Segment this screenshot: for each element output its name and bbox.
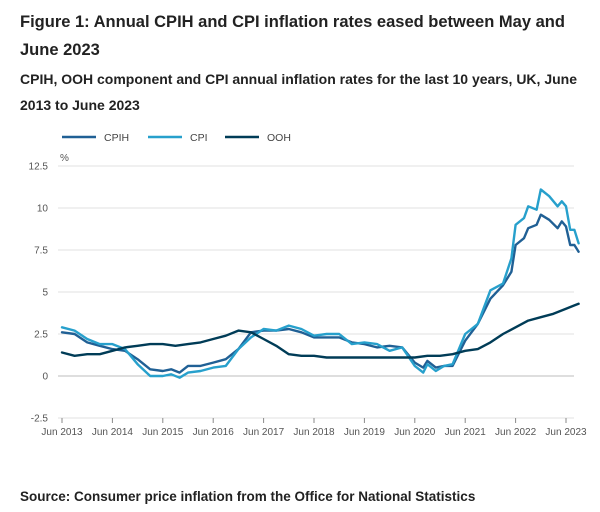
x-tick-label: Jun 2013 xyxy=(41,427,83,438)
y-tick-label: 0 xyxy=(42,372,48,383)
x-tick-label: Jun 2023 xyxy=(545,427,587,438)
line-chart: -2.5 0 2.5 5 7.5 10 12.5% Jun 2013 Jun 2014 Jun 2… xyxy=(29,132,587,438)
y-tick-label: 12.5 xyxy=(29,162,49,173)
series-line-cpi xyxy=(60,188,580,379)
legend-label-ooh: OOH xyxy=(267,132,291,144)
legend-label-cpi: CPI xyxy=(190,132,208,144)
x-tick-label: Jun 2018 xyxy=(293,427,335,438)
x-tick-label: Jun 2016 xyxy=(193,427,235,438)
x-tick-label: Jun 2022 xyxy=(495,427,537,438)
series-line-cpih xyxy=(60,213,580,374)
x-tick-label: Jun 2017 xyxy=(243,427,285,438)
y-tick-label: 2.5 xyxy=(34,330,48,341)
series-line-ooh xyxy=(60,302,580,359)
y-tick-label: 7.5 xyxy=(34,246,48,257)
y-tick-label: 10 xyxy=(37,204,49,215)
y-axis-unit-label: % xyxy=(60,153,69,164)
source-note: Source: Consumer price inflation from th… xyxy=(20,489,476,504)
x-tick-label: Jun 2015 xyxy=(142,427,184,438)
chart-title: Figure 1: Annual CPIH and CPI inflation … xyxy=(20,13,565,59)
x-tick-label: Jun 2021 xyxy=(445,427,487,438)
x-tick-label: Jun 2014 xyxy=(92,427,134,438)
x-tick-label: Jun 2019 xyxy=(344,427,386,438)
chart-subtitle: CPIH, OOH component and CPI annual infla… xyxy=(20,71,577,113)
y-tick-label: 5 xyxy=(42,288,48,299)
y-tick-label: -2.5 xyxy=(31,414,49,425)
legend-label-cpih: CPIH xyxy=(104,132,129,144)
x-tick-label: Jun 2020 xyxy=(394,427,436,438)
